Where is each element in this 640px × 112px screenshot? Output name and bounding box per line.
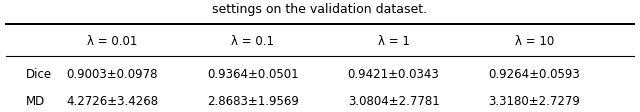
Text: λ = 0.1: λ = 0.1 — [231, 35, 275, 48]
Text: 0.9421±0.0343: 0.9421±0.0343 — [348, 67, 440, 80]
Text: 4.2726±3.4268: 4.2726±3.4268 — [66, 94, 158, 107]
Text: λ = 0.01: λ = 0.01 — [87, 35, 137, 48]
Text: 2.8683±1.9569: 2.8683±1.9569 — [207, 94, 299, 107]
Text: 3.0804±2.7781: 3.0804±2.7781 — [348, 94, 440, 107]
Text: settings on the validation dataset.: settings on the validation dataset. — [212, 3, 428, 16]
Text: MD: MD — [26, 94, 45, 107]
Text: λ = 1: λ = 1 — [378, 35, 410, 48]
Text: 0.9003±0.0978: 0.9003±0.0978 — [67, 67, 157, 80]
Text: Dice: Dice — [26, 67, 52, 80]
Text: 0.9364±0.0501: 0.9364±0.0501 — [207, 67, 299, 80]
Text: 0.9264±0.0593: 0.9264±0.0593 — [488, 67, 580, 80]
Text: λ = 10: λ = 10 — [515, 35, 554, 48]
Text: 3.3180±2.7279: 3.3180±2.7279 — [488, 94, 580, 107]
